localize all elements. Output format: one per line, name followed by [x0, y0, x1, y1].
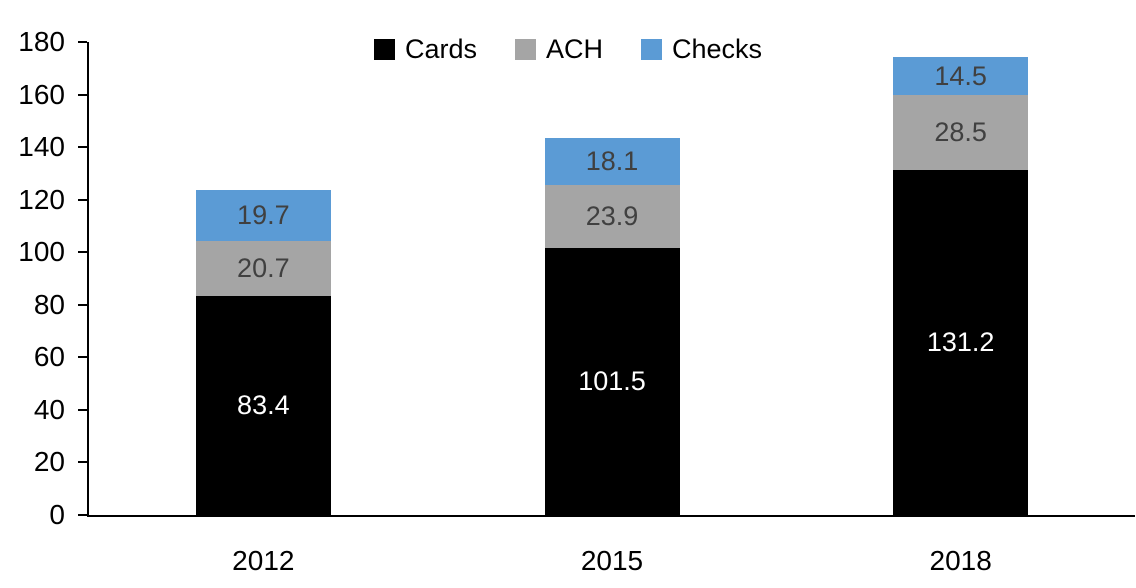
bar-value-label: 14.5: [934, 60, 987, 91]
y-tick-mark: [78, 461, 87, 464]
legend-label: Cards: [404, 34, 477, 64]
bar-segment-ach: 28.5: [893, 95, 1029, 171]
legend-item: Cards: [373, 34, 477, 64]
y-tick-mark: [78, 41, 87, 43]
bar-segment-ach: 23.9: [544, 185, 680, 249]
y-tick-mark: [78, 514, 87, 516]
legend-swatch-icon: [373, 39, 395, 60]
legend-label: ACH: [545, 34, 603, 64]
bar-value-label: 83.4: [237, 389, 290, 420]
y-tick-mark: [78, 303, 87, 306]
x-tick-label: 2015: [580, 545, 644, 576]
y-tick-label: 160: [18, 78, 65, 110]
y-tick-mark: [78, 198, 87, 201]
bar-segment-ach: 20.7: [195, 241, 331, 296]
legend-label: Checks: [672, 34, 763, 64]
legend-item: Checks: [641, 36, 762, 63]
y-tick-label: 20: [33, 446, 65, 478]
bar-value-label: 131.2: [926, 327, 995, 358]
bar-value-label: 20.7: [237, 253, 290, 284]
bar-value-label: 28.5: [934, 117, 987, 148]
y-tick-label: 140: [18, 131, 65, 163]
y-tick-label: 0: [49, 499, 65, 530]
y-tick-label: 100: [18, 236, 65, 268]
bar-segment-checks: 14.5: [893, 57, 1029, 96]
y-tick-mark: [78, 93, 87, 96]
y-tick-label: 120: [18, 183, 65, 215]
chart-legend: Cards ACH Checks: [0, 36, 1136, 63]
y-tick-mark: [78, 408, 87, 411]
legend-swatch-icon: [641, 39, 662, 60]
bar-segment-cards: 101.5: [544, 248, 680, 515]
bar-2018: 131.2 28.5 14.5: [893, 42, 1029, 515]
bar-segment-checks: 18.1: [544, 137, 680, 186]
legend-swatch-icon: [514, 39, 536, 60]
y-tick-label: 40: [33, 393, 65, 425]
bar-segment-checks: 19.7: [195, 189, 331, 242]
y-tick-mark: [78, 146, 87, 149]
x-tick-label: 2012: [232, 545, 295, 576]
bar-value-label: 23.9: [585, 201, 639, 232]
bar-value-label: 19.7: [237, 200, 290, 231]
bar-value-label: 101.5: [578, 366, 646, 397]
y-tick-label: 60: [33, 341, 65, 373]
bar-value-label: 18.1: [585, 146, 639, 177]
bar-segment-cards: 131.2: [893, 170, 1029, 515]
bar-segment-cards: 83.4: [195, 295, 331, 515]
bar-2012: 83.4 20.7 19.7: [195, 42, 331, 515]
plot-area: 0 20 40 60 80 100 120 140 160 180 83.4 20.7 19.7 2012…: [18, 28, 1135, 576]
y-tick-mark: [78, 356, 87, 359]
y-tick-label: 180: [18, 26, 65, 57]
y-tick-mark: [78, 251, 87, 254]
y-tick-label: 80: [33, 288, 65, 320]
legend-item: ACH: [514, 34, 603, 64]
bar-2015: 101.5 23.9 18.1: [544, 42, 680, 515]
x-tick-label: 2018: [929, 545, 992, 576]
